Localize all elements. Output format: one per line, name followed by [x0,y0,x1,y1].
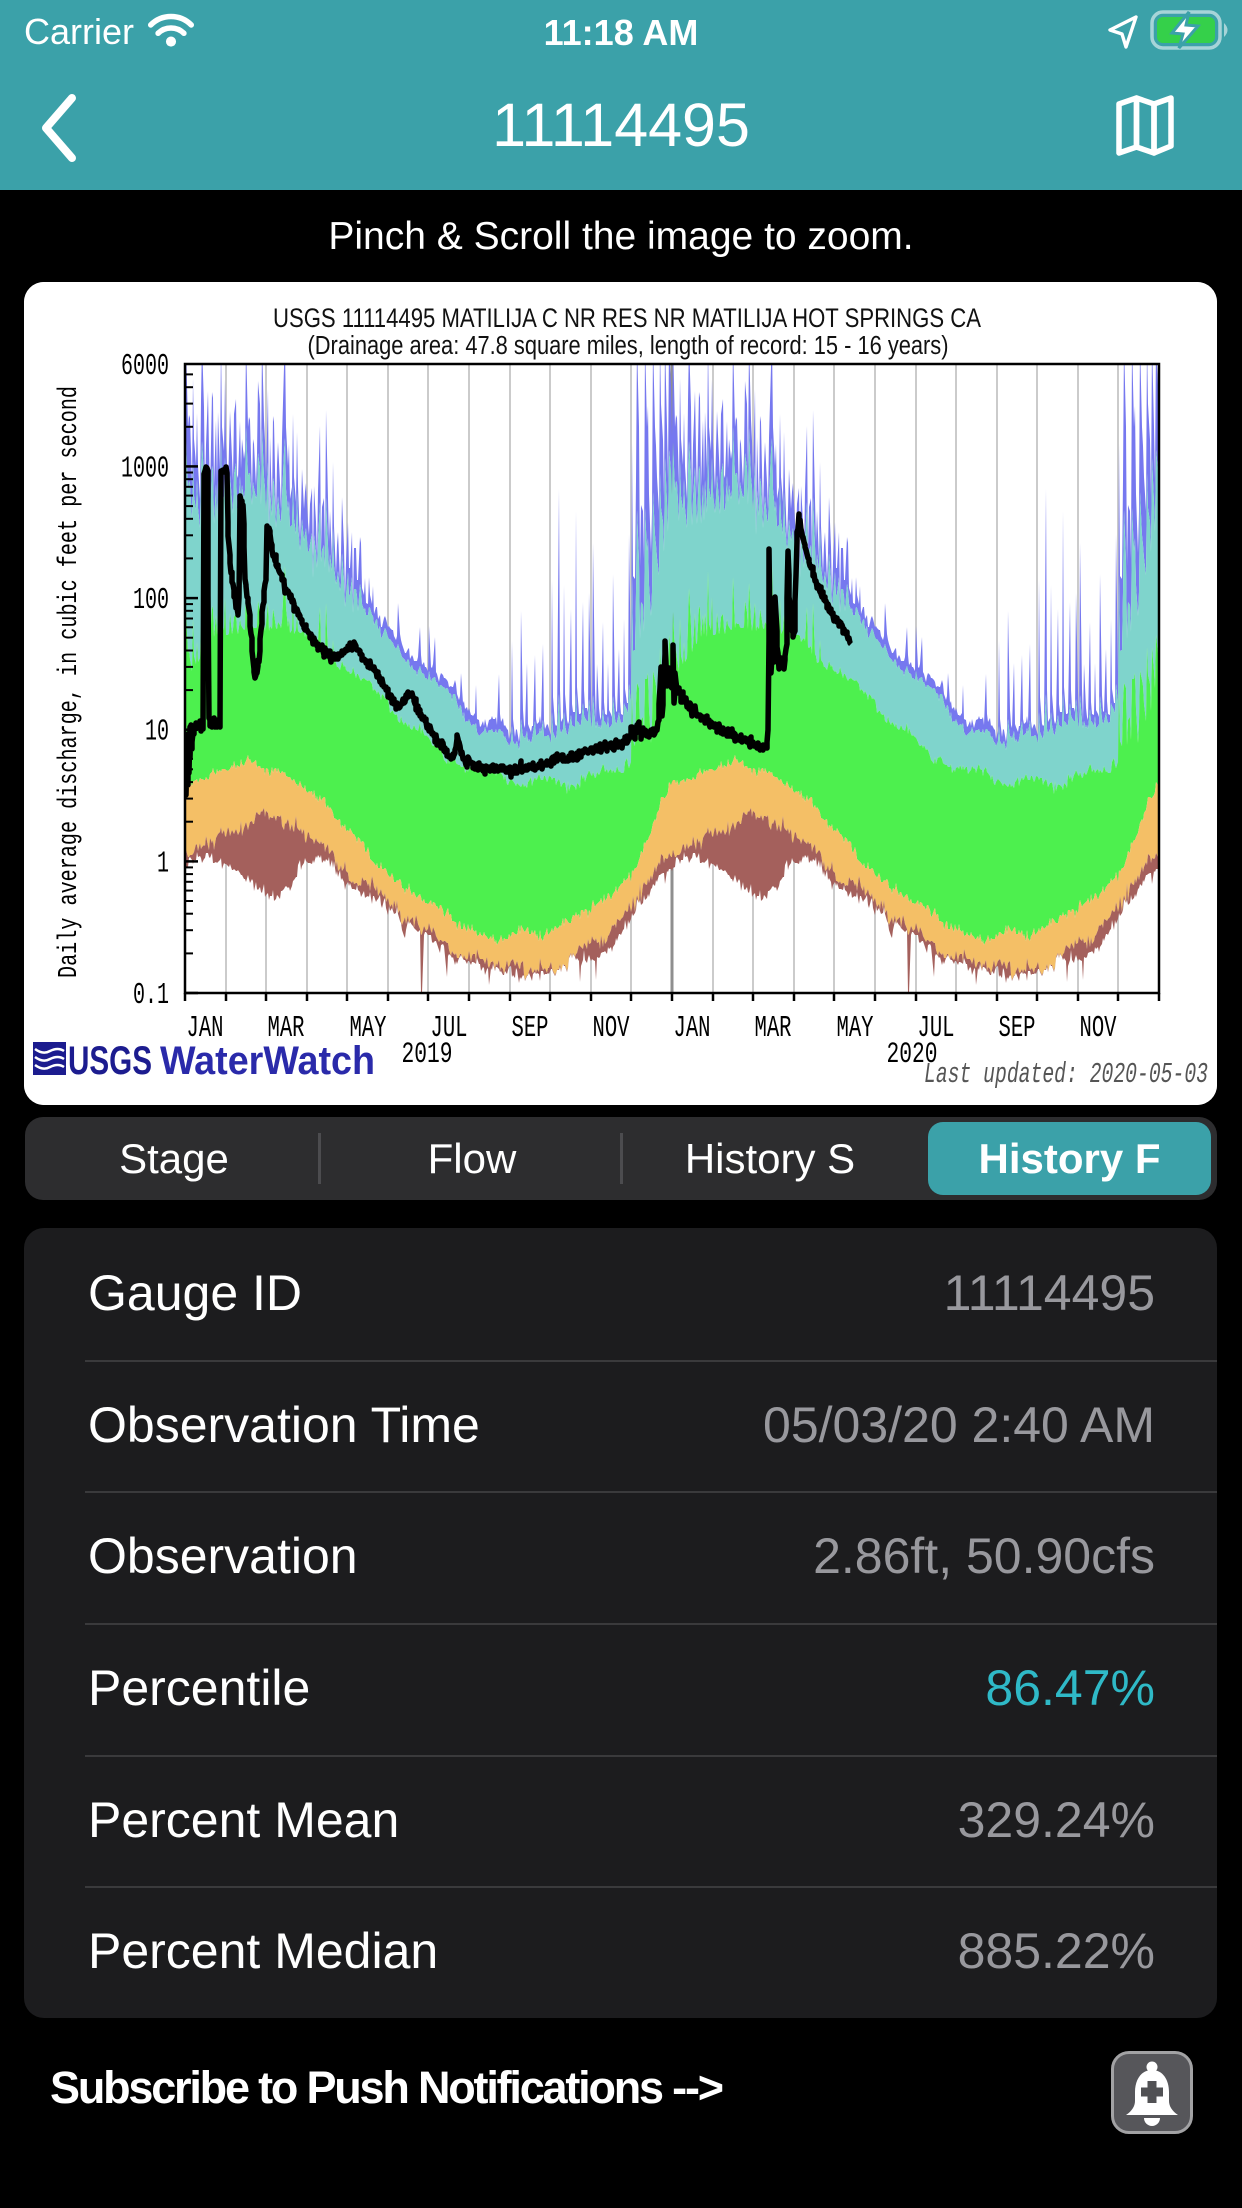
svg-text:10: 10 [145,715,169,750]
svg-text:(Drainage area: 47.8 square mi: (Drainage area: 47.8 square miles, lengt… [308,332,949,360]
svg-text:NOV: NOV [1080,1011,1117,1046]
svg-text:0.1: 0.1 [133,978,169,1013]
svg-text:JAN: JAN [187,1011,224,1046]
svg-text:NOV: NOV [593,1011,630,1046]
svg-text:MAR: MAR [268,1011,305,1046]
svg-text:USGS 11114495 MATILIJA C NR RE: USGS 11114495 MATILIJA C NR RES NR MATIL… [273,303,981,333]
svg-text:100: 100 [133,583,169,618]
svg-text:Daily average discharge, in cu: Daily average discharge, in cubic feet p… [55,386,85,978]
svg-text:MAY: MAY [837,1011,874,1046]
svg-text:1000: 1000 [121,451,169,486]
svg-text:2019: 2019 [402,1038,453,1072]
svg-text:JUL: JUL [918,1011,955,1046]
svg-text:MAR: MAR [755,1011,792,1046]
svg-text:SEP: SEP [512,1011,549,1046]
svg-text:1: 1 [157,846,169,881]
svg-text:JUL: JUL [431,1011,468,1046]
svg-text:6000: 6000 [121,349,169,384]
svg-text:JAN: JAN [674,1011,711,1046]
svg-text:USGS: USGS [68,1039,152,1083]
svg-text:SEP: SEP [999,1011,1036,1046]
svg-text:2020: 2020 [887,1038,938,1072]
svg-text:MAY: MAY [350,1011,387,1046]
svg-text:WaterWatch: WaterWatch [160,1039,375,1083]
svg-text:Last updated: 2020-05-03: Last updated: 2020-05-03 [924,1058,1208,1091]
